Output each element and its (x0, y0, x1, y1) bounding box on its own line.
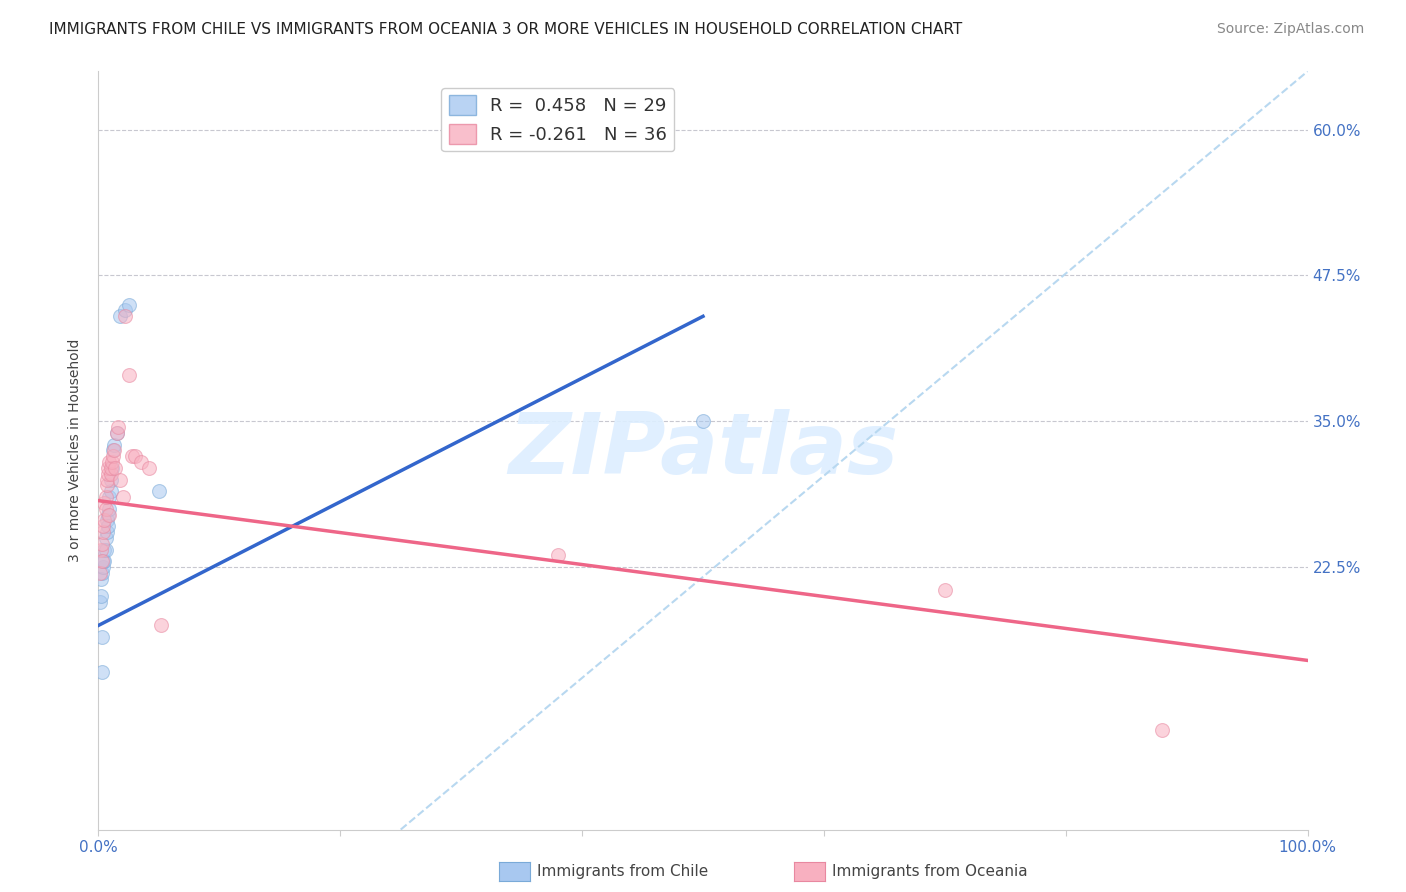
Point (1152, 723, 1174, 738)
Point (91, 554, 114, 568)
Point (111, 490, 134, 504)
Point (98, 455, 121, 469)
Point (91, 560, 114, 574)
Point (91, 519, 114, 533)
Point (94, 542, 117, 557)
Text: Immigrants from Chile: Immigrants from Chile (537, 864, 709, 879)
Point (98, 501, 121, 516)
Point (100, 461, 122, 475)
Point (91, 525, 114, 540)
Point (138, 461, 160, 475)
Text: Immigrants from Oceania: Immigrants from Oceania (832, 864, 1028, 879)
Point (148, 484, 170, 499)
Point (91, 554, 114, 568)
Point (100, 473, 122, 487)
Point (104, 461, 127, 475)
Point (108, 473, 131, 487)
Point (103, 443, 125, 458)
Point (94, 531, 117, 545)
Point (94, 501, 117, 516)
Point (96, 525, 118, 540)
Point (90, 542, 112, 557)
Point (692, 414, 714, 428)
Point (118, 298, 141, 312)
Point (96, 473, 118, 487)
Point (100, 484, 122, 499)
Point (90, 572, 112, 586)
Point (91, 537, 114, 551)
Point (118, 368, 141, 382)
Point (97, 467, 120, 481)
Point (114, 310, 136, 324)
Point (100, 455, 122, 469)
Point (97, 461, 120, 475)
Y-axis label: 3 or more Vehicles in Household: 3 or more Vehicles in Household (69, 339, 83, 562)
Point (96, 478, 118, 492)
Text: Source: ZipAtlas.com: Source: ZipAtlas.com (1216, 22, 1364, 37)
Point (93, 513, 115, 527)
Point (89, 595, 111, 609)
Point (103, 437, 125, 451)
Point (100, 461, 122, 475)
Point (93, 542, 115, 557)
Point (129, 455, 152, 469)
Text: IMMIGRANTS FROM CHILE VS IMMIGRANTS FROM OCEANIA 3 OR MORE VEHICLES IN HOUSEHOLD: IMMIGRANTS FROM CHILE VS IMMIGRANTS FROM… (49, 22, 963, 37)
Point (91, 566, 114, 580)
Point (105, 425, 128, 440)
Point (105, 425, 128, 440)
Point (114, 303, 136, 318)
Point (90, 589, 112, 603)
Point (91, 665, 114, 679)
Point (547, 549, 569, 563)
Point (934, 583, 956, 598)
Legend: R =  0.458   N = 29, R = -0.261   N = 36: R = 0.458 N = 29, R = -0.261 N = 36 (441, 88, 675, 152)
Point (93, 496, 115, 510)
Point (124, 450, 146, 464)
Point (100, 467, 122, 481)
Point (108, 310, 131, 324)
Point (91, 630, 114, 644)
Point (98, 490, 121, 504)
Point (101, 450, 124, 464)
Point (107, 420, 129, 434)
Point (121, 450, 143, 464)
Point (97, 508, 120, 522)
Text: ZIPatlas: ZIPatlas (508, 409, 898, 492)
Point (93, 554, 115, 568)
Point (150, 618, 173, 632)
Point (101, 443, 124, 458)
Point (97, 519, 120, 533)
Point (94, 490, 117, 504)
Point (96, 513, 118, 527)
Point (89, 566, 111, 580)
Point (98, 508, 121, 522)
